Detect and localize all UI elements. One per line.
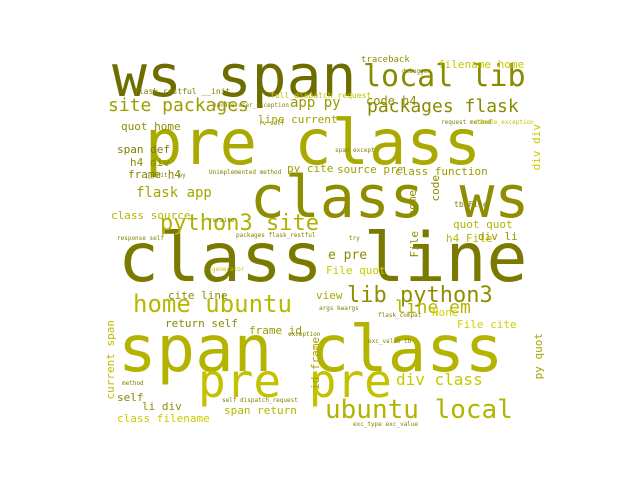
word-cloud-word: class source (111, 209, 191, 222)
word-cloud-word: pre class (145, 106, 481, 179)
word-cloud-word: class filename (117, 412, 210, 425)
word-cloud-word: File quot (326, 264, 386, 277)
word-cloud-word: local lib (363, 59, 526, 94)
word-cloud-word: frame h4 (128, 168, 181, 181)
word-cloud-word: span except (335, 147, 375, 154)
word-cloud-word: frame id (249, 324, 302, 337)
word-cloud-word: span def (117, 143, 170, 156)
word-cloud-word: handle_exception (476, 119, 534, 126)
word-cloud-word: h4 div (130, 156, 170, 169)
word-cloud-word: code (429, 175, 442, 202)
word-cloud-word: ubuntu local (325, 395, 513, 425)
word-cloud-word: return self (165, 317, 238, 330)
word-cloud-word: class ws (250, 163, 530, 231)
word-cloud-area (108, 46, 548, 438)
word-cloud-word: home ubuntu (133, 290, 292, 318)
word-cloud-word: exc_type exc_value (353, 421, 419, 428)
word-cloud-word: try (349, 235, 360, 242)
word-cloud-word: span class (118, 313, 504, 387)
word-cloud-word: source pre (337, 163, 404, 176)
word-cloud-word: Unimplemented method (209, 169, 282, 176)
word-cloud-word: cite line (168, 289, 228, 302)
word-cloud-word: args kwargs (319, 305, 359, 312)
word-cloud-word: flask_restful __init__ (134, 87, 240, 96)
word-cloud-word: class function (395, 165, 488, 178)
word-cloud-word: filename home (438, 58, 525, 71)
word-cloud-word: line current (258, 113, 338, 126)
word-cloud-word: app py (290, 95, 341, 111)
word-cloud-word: span return (224, 404, 297, 417)
word-cloud-word: class line (118, 219, 528, 298)
word-cloud-word: div div (530, 124, 543, 171)
word-cloud-word: packages flask (367, 96, 519, 117)
word-cloud-word: home (406, 190, 419, 217)
word-cloud-word: response self (117, 235, 164, 242)
word-cloud-word: py cite (287, 162, 334, 175)
word-cloud-word: pre pre (198, 354, 392, 408)
word-cloud-word: File cite (457, 318, 517, 331)
word-cloud-word: exception (288, 331, 321, 338)
word-cloud-word: h4 File (446, 232, 493, 245)
word-cloud-word: full_dispatch_request (270, 91, 372, 100)
word-cloud-word: quot quot (453, 218, 513, 231)
word-cloud-word: flask app (136, 185, 212, 201)
word-cloud-word: python3 site (160, 211, 319, 236)
word-cloud-word: handle_user_exception (213, 102, 289, 109)
word-cloud-word: ws span (112, 42, 357, 110)
word-cloud-word: exc_value tb (368, 338, 412, 345)
word-cloud-word: div class (396, 370, 483, 389)
word-cloud-word: flask_compat (378, 312, 422, 319)
word-cloud-word: site packages (108, 95, 249, 116)
word-cloud-word: rv self (259, 120, 285, 127)
word-cloud-word: quot home (121, 120, 181, 133)
word-cloud-word: py quot (532, 333, 545, 380)
word-cloud-word: current span (104, 320, 117, 400)
word-cloud-word: view (316, 289, 343, 302)
word-cloud-word: method (122, 380, 144, 387)
word-cloud-word: generator (212, 266, 245, 273)
word-cloud-word: packages flask_restful (236, 232, 316, 239)
word-cloud-word: lib python3 (347, 283, 493, 308)
word-cloud-word: id frame (309, 337, 322, 390)
word-cloud-word: None (432, 306, 459, 319)
word-cloud-word: reraise (209, 217, 235, 224)
word-cloud-word: div li (478, 230, 518, 243)
word-cloud-word: code h4 (366, 94, 417, 108)
word-cloud-word: self dispatch_request (222, 397, 298, 404)
word-cloud-word: line em (395, 297, 471, 318)
word-cloud-word: tb File (454, 200, 488, 209)
word-cloud-word: traceback (361, 55, 410, 65)
word-cloud-word: self (117, 391, 144, 404)
word-cloud-word: debugger (402, 68, 431, 75)
word-cloud-word: File (408, 231, 421, 258)
word-cloud-word: li div (142, 400, 182, 413)
word-cloud-word: __init__ py (146, 172, 186, 179)
word-cloud-word: e pre (328, 248, 368, 263)
word-cloud-word: request method (441, 119, 492, 126)
